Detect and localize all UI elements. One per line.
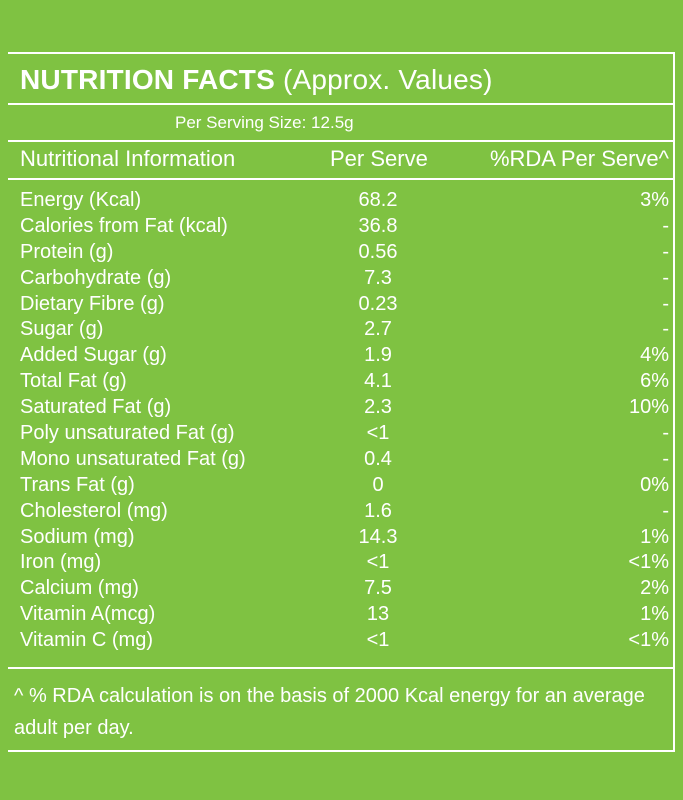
table-row: Dietary Fibre (g) 0.23 - bbox=[0, 292, 683, 318]
divider-line bbox=[8, 103, 675, 105]
nutrient-name: Total Fat (g) bbox=[20, 370, 127, 393]
rda-value: - bbox=[662, 447, 669, 470]
table-row: Sugar (g) 2.7 - bbox=[0, 317, 683, 343]
divider-line bbox=[8, 178, 675, 180]
per-serve-text: 68.2 bbox=[358, 189, 398, 211]
nutrient-name: Vitamin A(mcg) bbox=[20, 603, 156, 626]
per-serve-text: <1 bbox=[366, 551, 390, 574]
per-serve-text: <1 bbox=[366, 629, 390, 652]
serving-size: Per Serving Size: 12.5g bbox=[175, 113, 354, 132]
per-serve-text: 0 bbox=[372, 473, 384, 496]
table-row: Calories from Fat (kcal) 36.8 - bbox=[0, 214, 683, 240]
table-row: Vitamin A(mcg) 13 1% bbox=[0, 602, 683, 628]
nutrient-name: Iron (mg) bbox=[20, 551, 102, 574]
rda-value: - bbox=[662, 292, 669, 315]
column-header-rda: %RDA Per Serve^ bbox=[489, 146, 669, 171]
table-row: Mono unsaturated Fat (g) 0.4 - bbox=[0, 447, 683, 473]
nutrient-name: Sugar (g) bbox=[20, 318, 104, 341]
nutrient-name: Energy (Kcal) bbox=[20, 189, 142, 211]
rda-value: 1% bbox=[640, 525, 669, 548]
title-sub: (Approx. Values) bbox=[282, 64, 493, 95]
rda-value: 10% bbox=[628, 396, 669, 419]
rda-value: - bbox=[662, 422, 669, 445]
table-row: Poly unsaturated Fat (g) <1 - bbox=[0, 421, 683, 447]
table-row: Cholesterol (mg) 1.6 - bbox=[0, 499, 683, 525]
rda-value: 1% bbox=[640, 603, 669, 626]
nutrient-name: Trans Fat (g) bbox=[20, 473, 135, 496]
table-row: Protein (g) 0.56 - bbox=[0, 240, 683, 266]
rda-value: 0% bbox=[640, 473, 669, 496]
nutrient-name: Cholesterol (mg) bbox=[20, 499, 168, 522]
rda-value: 4% bbox=[640, 344, 669, 367]
rda-value: - bbox=[662, 499, 669, 522]
table-row: Trans Fat (g) 0 0% bbox=[0, 473, 683, 499]
table-row: Sodium (mg) 14.3 1% bbox=[0, 525, 683, 551]
rda-value: 3% bbox=[640, 189, 669, 211]
per-serve-text: 1.9 bbox=[364, 344, 392, 367]
per-serve-text: 14.3 bbox=[358, 525, 398, 548]
rda-value: - bbox=[662, 318, 669, 341]
table-row: Saturated Fat (g) 2.3 10% bbox=[0, 395, 683, 421]
table-row: Calcium (mg) 7.5 2% bbox=[0, 576, 683, 602]
table-row: Energy (Kcal) 68.2 3% bbox=[0, 188, 683, 214]
page-title: NUTRITION FACTS (Approx. Values) bbox=[20, 64, 493, 96]
table-row: Added Sugar (g) 1.9 4% bbox=[0, 343, 683, 369]
rda-value: - bbox=[662, 266, 669, 289]
nutrient-name: Calcium (mg) bbox=[20, 577, 139, 600]
per-serve-text: <1 bbox=[366, 422, 390, 445]
nutrition-panel-border bbox=[8, 52, 675, 752]
table-row: Iron (mg) <1 <1% bbox=[0, 550, 683, 576]
per-serve-text: 13 bbox=[366, 603, 390, 626]
column-header-info: Nutritional Information bbox=[20, 146, 236, 171]
per-serve-text: 0.56 bbox=[358, 240, 398, 263]
divider-line bbox=[8, 667, 675, 669]
nutrient-name: Mono unsaturated Fat (g) bbox=[20, 447, 246, 470]
nutrient-name: Poly unsaturated Fat (g) bbox=[20, 422, 235, 445]
rda-value: <1% bbox=[628, 551, 669, 574]
per-serve-text: 1.6 bbox=[364, 499, 392, 522]
column-header-serve: Per Serve bbox=[330, 146, 428, 171]
per-serve-text: 36.8 bbox=[358, 214, 398, 237]
per-serve-text: 0.4 bbox=[364, 447, 392, 470]
nutrient-name: Carbohydrate (g) bbox=[20, 266, 172, 289]
nutrition-table-body: Energy (Kcal) 68.2 3% Calories from Fat (kc… bbox=[0, 188, 683, 654]
rda-value: 6% bbox=[640, 370, 669, 393]
table-row: Carbohydrate (g) 7.3 - bbox=[0, 266, 683, 292]
per-serve-text: 2.7 bbox=[364, 318, 392, 341]
nutrient-name: Calories from Fat (kcal) bbox=[20, 214, 228, 237]
nutrient-name: Added Sugar (g) bbox=[20, 344, 167, 367]
per-serve-text: 7.5 bbox=[364, 577, 392, 600]
divider-line bbox=[8, 140, 675, 142]
rda-value: 2% bbox=[640, 577, 669, 600]
per-serve-text: 0.23 bbox=[358, 292, 398, 315]
nutrient-name: Vitamin C (mg) bbox=[20, 629, 153, 652]
title-main: NUTRITION FACTS bbox=[20, 64, 275, 95]
rda-value: - bbox=[662, 214, 669, 237]
per-serve-text: 4.1 bbox=[364, 370, 392, 393]
nutrient-name: Saturated Fat (g) bbox=[20, 396, 172, 419]
rda-value: <1% bbox=[628, 629, 669, 652]
rda-value: - bbox=[662, 240, 669, 263]
table-row: Vitamin C (mg) <1 <1% bbox=[0, 628, 683, 654]
nutrient-name: Protein (g) bbox=[20, 240, 114, 263]
per-serve-text: 2.3 bbox=[364, 396, 392, 419]
footnote: ^ % RDA calculation is on the basis of 2… bbox=[14, 685, 645, 739]
table-row: Total Fat (g) 4.1 6% bbox=[0, 369, 683, 395]
nutrient-name: Sodium (mg) bbox=[20, 525, 135, 548]
per-serve-text: 7.3 bbox=[364, 266, 392, 289]
nutrient-name: Dietary Fibre (g) bbox=[20, 292, 165, 315]
table-header: Nutritional Information Per Serve %RDA P… bbox=[0, 146, 683, 176]
